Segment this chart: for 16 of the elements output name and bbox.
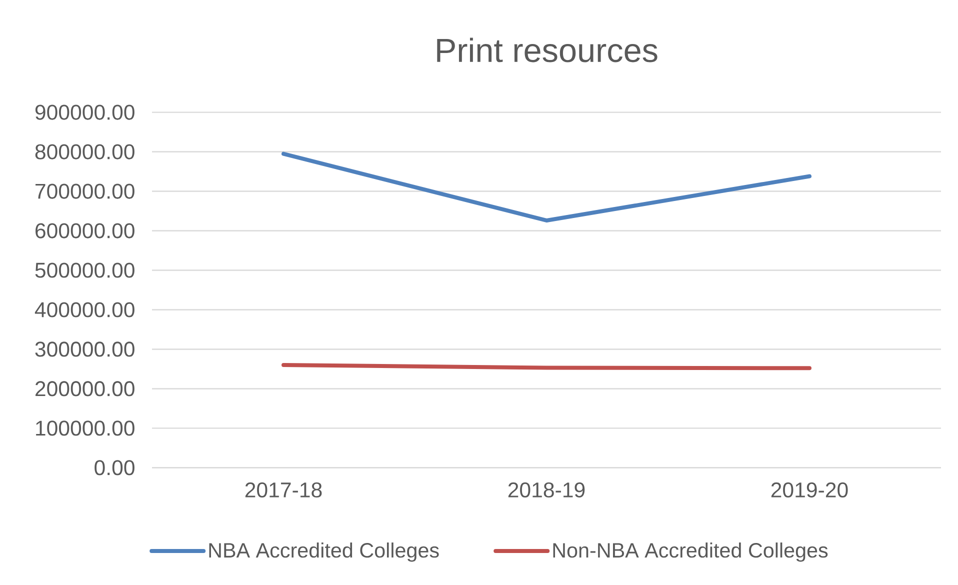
y-tick-label: 400000.00	[34, 302, 134, 318]
x-tick-label: 2019-20	[771, 482, 848, 498]
y-tick-label: 900000.00	[35, 104, 134, 120]
y-tick-label: 200000.00	[36, 381, 134, 396]
x-tick-label: 2017-18	[245, 482, 322, 498]
y-tick-label: 600000.00	[36, 223, 134, 238]
legend-label: NBA Accredited Colleges	[209, 542, 439, 562]
y-tick-label: 500000.00	[35, 262, 134, 278]
chart-title: Print resources	[437, 38, 658, 62]
y-tick-label: 300000.00	[35, 342, 134, 357]
y-tick-label: 100000.00	[36, 420, 134, 436]
y-tick-label: 700000.00	[36, 184, 134, 199]
y-tick-label: 800000.00	[35, 144, 134, 160]
legend-label: Non-NBA Accredited Colleges	[553, 542, 828, 562]
y-tick-label: 0.00	[94, 460, 134, 476]
x-tick-label: 2018-19	[508, 482, 585, 498]
